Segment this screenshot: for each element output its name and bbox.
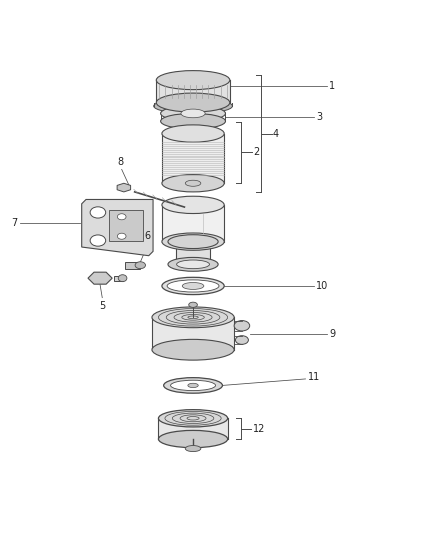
Polygon shape [88,272,112,284]
Ellipse shape [118,274,127,281]
Ellipse shape [236,336,248,344]
Text: 4: 4 [273,128,279,139]
Text: 10: 10 [316,281,328,291]
Text: 1: 1 [329,80,336,91]
Ellipse shape [152,340,234,360]
Ellipse shape [159,430,228,448]
Ellipse shape [154,99,233,114]
Ellipse shape [161,106,226,121]
Bar [152,317,234,350]
Ellipse shape [164,378,223,393]
Text: 5: 5 [99,301,106,311]
Polygon shape [117,183,131,192]
Ellipse shape [185,446,201,451]
Bar [114,276,123,281]
Ellipse shape [156,70,230,90]
Text: 11: 11 [307,372,320,382]
Ellipse shape [117,233,126,239]
Ellipse shape [182,282,204,289]
Ellipse shape [162,196,224,214]
Ellipse shape [168,235,218,248]
Text: 3: 3 [316,112,322,122]
Ellipse shape [156,93,230,112]
Ellipse shape [168,257,218,271]
Ellipse shape [177,260,209,269]
Text: 7: 7 [12,218,18,228]
Ellipse shape [90,207,106,218]
Bar [162,134,224,183]
Ellipse shape [90,235,106,246]
Ellipse shape [167,280,219,292]
Ellipse shape [162,277,224,295]
Bar [125,262,140,269]
Ellipse shape [234,320,250,331]
Text: 8: 8 [117,157,124,167]
Ellipse shape [181,109,205,118]
Bar [176,247,210,264]
Ellipse shape [188,383,198,387]
Bar [156,80,230,103]
Ellipse shape [185,180,201,186]
Ellipse shape [170,380,215,391]
Ellipse shape [162,125,224,142]
Text: 6: 6 [145,231,151,240]
Text: 12: 12 [253,424,265,434]
Bar [159,418,228,439]
Ellipse shape [117,214,126,220]
Ellipse shape [135,262,145,269]
Ellipse shape [161,114,226,129]
Ellipse shape [189,302,198,308]
Bar [162,205,224,241]
Ellipse shape [162,233,224,251]
Text: 2: 2 [254,148,260,157]
Ellipse shape [162,175,224,192]
Ellipse shape [159,410,228,427]
Polygon shape [82,199,153,256]
Bar [109,211,143,240]
Ellipse shape [152,307,234,328]
Text: 9: 9 [329,328,336,338]
